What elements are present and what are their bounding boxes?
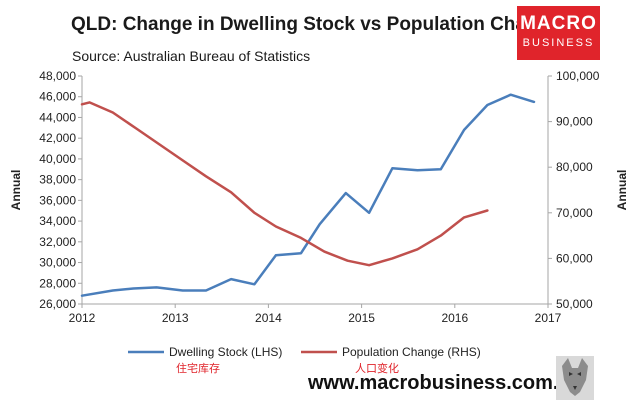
right-axis-label: Annual <box>615 170 629 211</box>
website-url[interactable]: www.macrobusiness.com.au <box>308 372 582 394</box>
series-line-dwelling-stock <box>80 93 536 297</box>
x-tick-label: 2016 <box>441 311 468 325</box>
left-tick-label: 26,000 <box>39 297 76 311</box>
left-tick-label: 44,000 <box>39 110 76 124</box>
legend-label-population-change: Population Change (RHS) <box>342 345 481 359</box>
legend-label-dwelling-stock: Dwelling Stock (LHS) <box>169 345 282 359</box>
x-tick-label: 2012 <box>69 311 96 325</box>
left-tick-label: 36,000 <box>39 193 76 207</box>
logo-line1: MACRO <box>520 13 597 34</box>
chart-axes: 26,000 28,000 30,000 32,000 34,000 36,000 38,0… <box>9 69 629 325</box>
x-tick-label: 2013 <box>162 311 189 325</box>
x-tick-label: 2014 <box>255 311 282 325</box>
left-tick-label: 38,000 <box>39 173 76 187</box>
x-tick-label: 2015 <box>348 311 375 325</box>
left-tick-label: 48,000 <box>39 69 76 83</box>
left-tick-label: 32,000 <box>39 235 76 249</box>
chart-legend: Dwelling Stock (LHS) Population Change (R… <box>128 345 481 359</box>
chart-title: QLD: Change in Dwelling Stock vs Populat… <box>71 14 560 35</box>
right-tick-label: 100,000 <box>556 69 600 83</box>
left-tick-label: 40,000 <box>39 152 76 166</box>
series-line-population-change <box>80 101 489 267</box>
right-tick-label: 50,000 <box>556 297 593 311</box>
left-tick-label: 34,000 <box>39 214 76 228</box>
right-tick-label: 80,000 <box>556 160 593 174</box>
dwelling-annotation: 住宅库存 <box>176 363 220 375</box>
macrobusiness-logo: MACRO BUSINESS <box>517 6 600 60</box>
chart-series <box>80 93 536 297</box>
left-tick-label: 46,000 <box>39 90 76 104</box>
right-tick-label: 90,000 <box>556 115 593 129</box>
chart-subtitle: Source: Australian Bureau of Statistics <box>72 48 311 64</box>
population-annotation: 人口变化 <box>355 363 399 375</box>
right-tick-label: 70,000 <box>556 206 593 220</box>
x-tick-label: 2017 <box>535 311 562 325</box>
wolf-logo-icon <box>556 356 594 400</box>
logo-line2: BUSINESS <box>522 37 595 49</box>
left-tick-label: 28,000 <box>39 276 76 290</box>
left-tick-label: 30,000 <box>39 256 76 270</box>
right-tick-label: 60,000 <box>556 251 593 265</box>
left-tick-label: 42,000 <box>39 131 76 145</box>
left-axis-label: Annual <box>9 170 23 211</box>
